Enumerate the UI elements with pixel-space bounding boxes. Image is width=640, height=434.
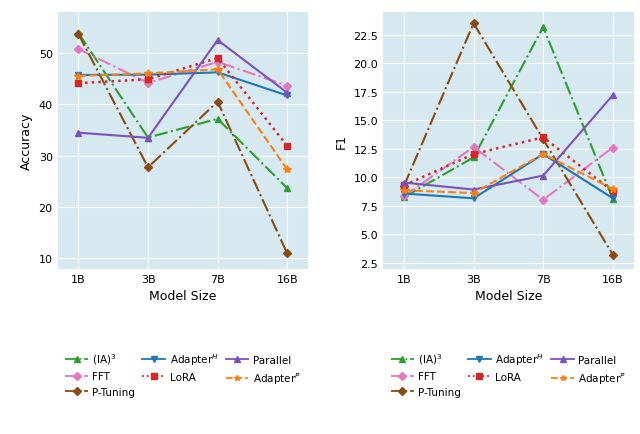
X-axis label: Model Size: Model Size	[149, 289, 216, 302]
Y-axis label: Accuracy: Accuracy	[20, 112, 33, 170]
Legend: (IA)$^3$, FFT, P-Tuning, Adapter$^H$, LoRA, Parallel, Adapter$^P$: (IA)$^3$, FFT, P-Tuning, Adapter$^H$, Lo…	[391, 351, 626, 397]
X-axis label: Model Size: Model Size	[475, 289, 542, 302]
Y-axis label: F1: F1	[335, 134, 348, 148]
Legend: (IA)$^3$, FFT, P-Tuning, Adapter$^H$, LoRA, Parallel, Adapter$^P$: (IA)$^3$, FFT, P-Tuning, Adapter$^H$, Lo…	[65, 351, 300, 397]
